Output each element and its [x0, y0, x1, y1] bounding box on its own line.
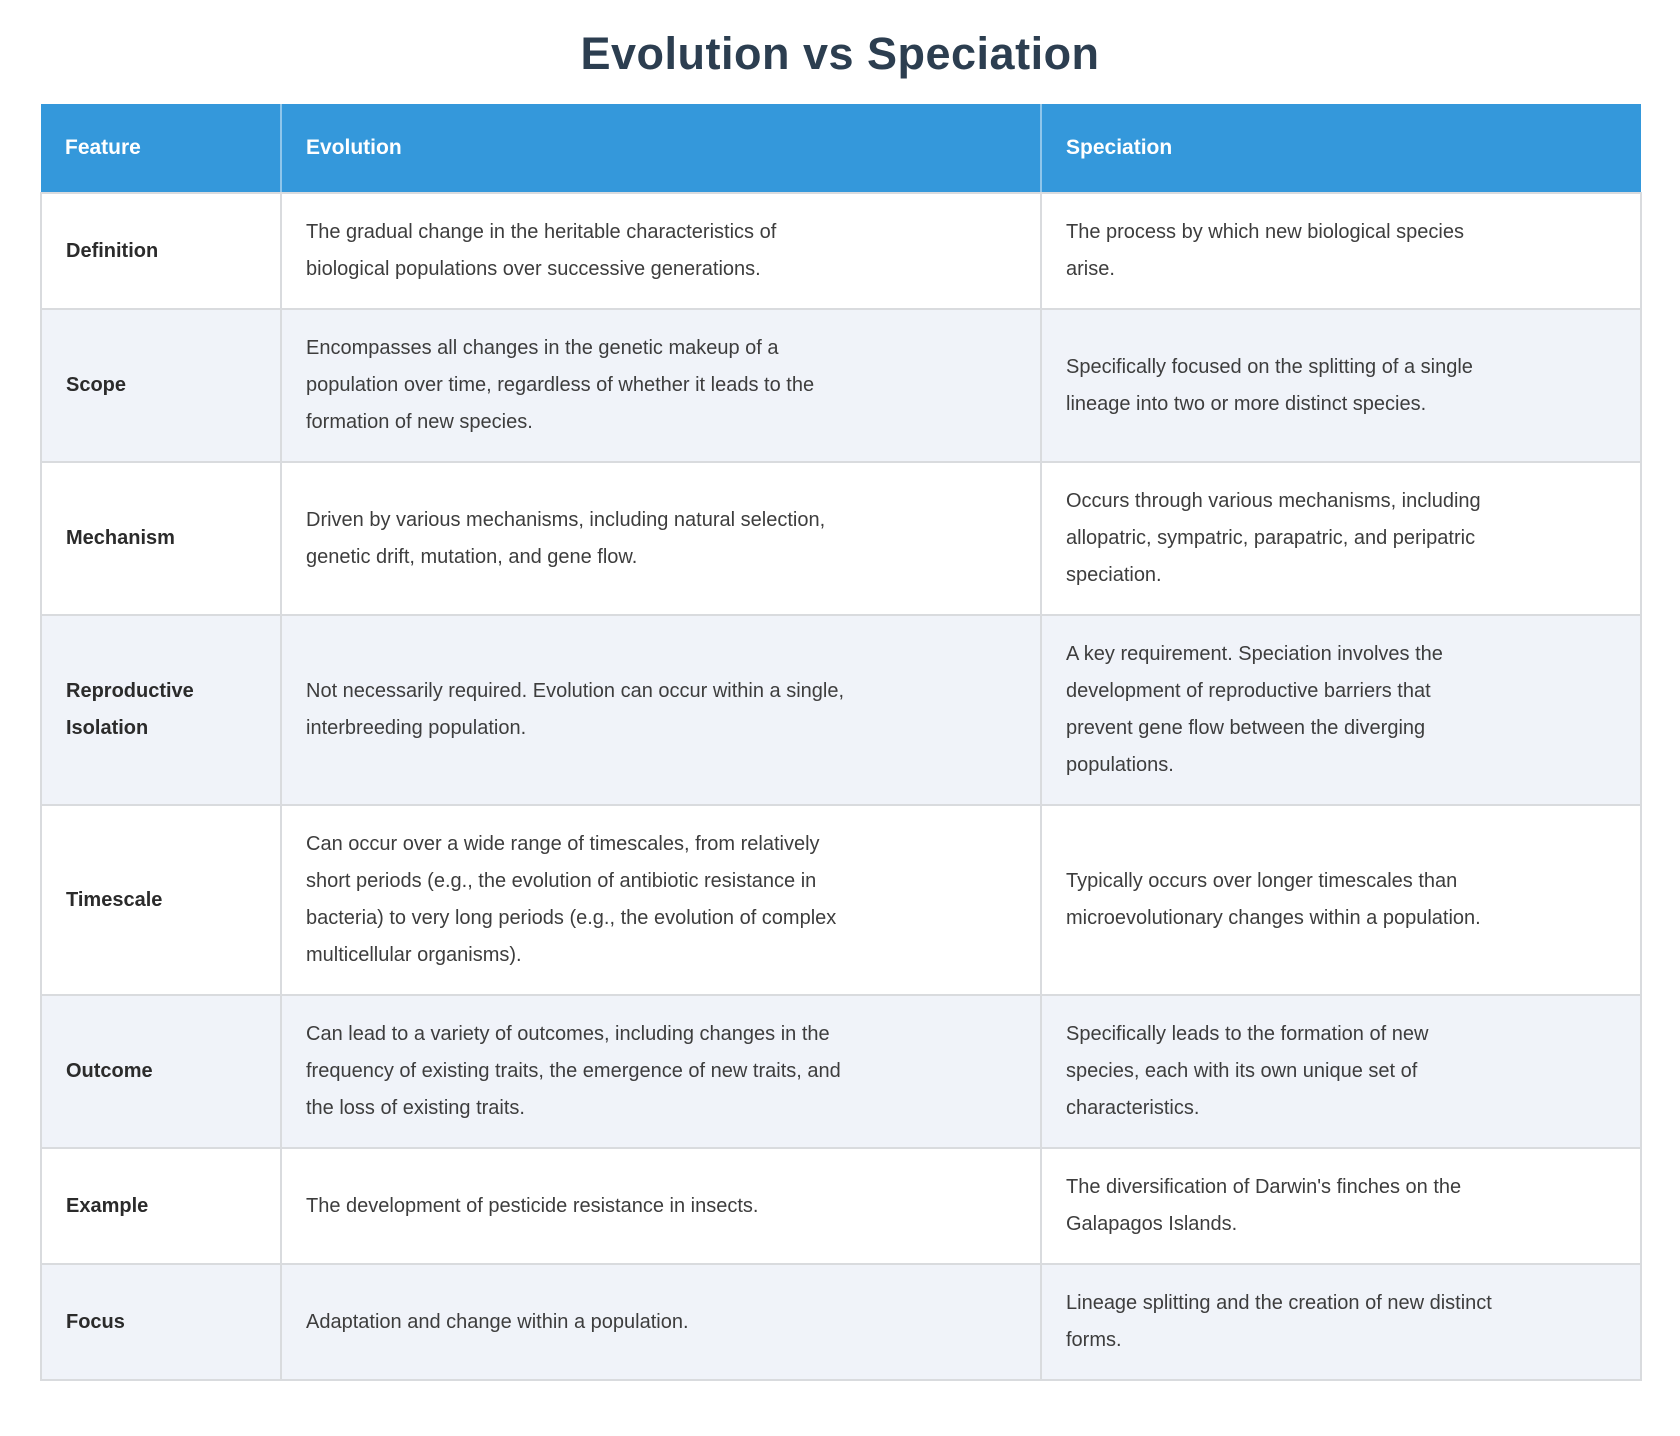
- page: Evolution vs Speciation Feature Evolutio…: [0, 28, 1680, 1436]
- comparison-table: Feature Evolution Speciation Definition …: [40, 104, 1642, 1381]
- table-row-mechanism: Mechanism Driven by various mechanisms, …: [40, 461, 1642, 616]
- speciation-cell: Specifically focused on the splitting of…: [1040, 308, 1642, 463]
- feature-label: Reproductive Isolation: [40, 614, 282, 806]
- header-row: Feature Evolution Speciation: [41, 104, 1641, 194]
- speciation-cell: Specifically leads to the formation of n…: [1040, 994, 1642, 1149]
- evolution-cell: Not necessarily required. Evolution can …: [280, 614, 1042, 806]
- feature-label: Mechanism: [40, 461, 282, 616]
- speciation-cell: The process by which new biological spec…: [1040, 192, 1642, 310]
- evolution-cell: Can lead to a variety of outcomes, inclu…: [280, 994, 1042, 1149]
- speciation-cell: Lineage splitting and the creation of ne…: [1040, 1263, 1642, 1381]
- column-header-evolution: Evolution: [280, 104, 1041, 194]
- table-row-scope: Scope Encompasses all changes in the gen…: [40, 308, 1642, 463]
- feature-label: Definition: [40, 192, 282, 310]
- speciation-cell: Typically occurs over longer timescales …: [1040, 804, 1642, 996]
- table-row-example: Example The development of pesticide res…: [40, 1147, 1642, 1265]
- page-title: Evolution vs Speciation: [580, 28, 1100, 79]
- speciation-cell: A key requirement. Speciation involves t…: [1040, 614, 1642, 806]
- speciation-cell: The diversification of Darwin's finches …: [1040, 1147, 1642, 1265]
- feature-label: Focus: [40, 1263, 282, 1381]
- feature-label: Timescale: [40, 804, 282, 996]
- evolution-cell: Can occur over a wide range of timescale…: [280, 804, 1042, 996]
- table-row-definition: Definition The gradual change in the her…: [40, 192, 1642, 310]
- feature-label: Example: [40, 1147, 282, 1265]
- table-header: Feature Evolution Speciation: [41, 104, 1641, 194]
- evolution-cell: The development of pesticide resistance …: [280, 1147, 1042, 1265]
- evolution-cell: Adaptation and change within a populatio…: [280, 1263, 1042, 1381]
- feature-label: Outcome: [40, 994, 282, 1149]
- table-row-reproductive-isolation: Reproductive Isolation Not necessarily r…: [40, 614, 1642, 806]
- column-header-speciation: Speciation: [1040, 104, 1641, 194]
- table-row-focus: Focus Adaptation and change within a pop…: [40, 1263, 1642, 1381]
- evolution-cell: Driven by various mechanisms, including …: [280, 461, 1042, 616]
- table-row-timescale: Timescale Can occur over a wide range of…: [40, 804, 1642, 996]
- column-header-feature: Feature: [41, 104, 281, 194]
- evolution-cell: Encompasses all changes in the genetic m…: [280, 308, 1042, 463]
- table-body: Definition The gradual change in the her…: [40, 192, 1642, 1381]
- speciation-cell: Occurs through various mechanisms, inclu…: [1040, 461, 1642, 616]
- evolution-cell: The gradual change in the heritable char…: [280, 192, 1042, 310]
- feature-label: Scope: [40, 308, 282, 463]
- table-row-outcome: Outcome Can lead to a variety of outcome…: [40, 994, 1642, 1149]
